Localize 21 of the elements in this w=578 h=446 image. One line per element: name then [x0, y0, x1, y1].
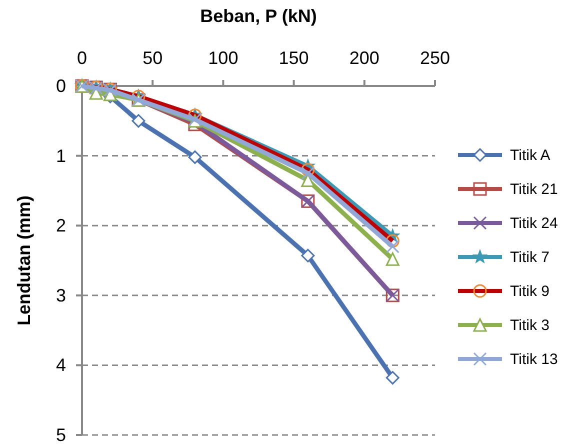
legend-label: Titik A — [510, 147, 550, 164]
y-tick-label: 2 — [56, 216, 66, 236]
legend-label: Titik 24 — [510, 215, 558, 232]
x-tick-label: 150 — [278, 48, 309, 68]
legend-label: Titik 21 — [510, 181, 558, 198]
x-tick-label: 0 — [76, 48, 88, 68]
y-tick-label: 3 — [56, 285, 66, 306]
x-tick-label: 50 — [142, 48, 163, 68]
y-axis-title: Lendutan (mm) — [14, 196, 34, 326]
legend-label: Titik 13 — [510, 351, 558, 368]
legend-label: Titik 3 — [510, 317, 550, 334]
legend-label: Titik 9 — [510, 283, 550, 300]
y-tick-label: 4 — [56, 355, 66, 376]
x-tick-label: 200 — [349, 48, 380, 68]
x-axis-title: Beban, P (kN) — [200, 6, 317, 26]
y-tick-label: 5 — [56, 425, 66, 445]
x-tick-label: 100 — [208, 48, 238, 68]
y-tick-label: 1 — [56, 146, 66, 166]
y-tick-label: 0 — [56, 76, 66, 96]
x-tick-label: 250 — [420, 48, 450, 68]
legend-label: Titik 7 — [510, 249, 550, 266]
